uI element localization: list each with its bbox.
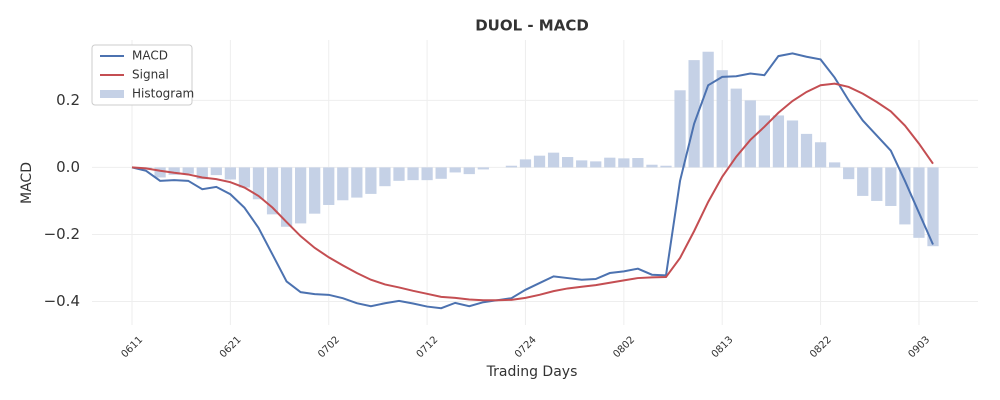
line <box>131 82 934 302</box>
x-tick-label: 0813 <box>710 334 736 360</box>
histogram-bar <box>295 167 307 224</box>
histogram-bar <box>618 158 630 168</box>
histogram-bar <box>210 167 222 176</box>
histogram-bar <box>337 167 349 201</box>
histogram-bar <box>393 167 405 181</box>
histogram-bar <box>744 100 756 168</box>
x-tick-label: 0611 <box>119 334 145 360</box>
histogram-bar <box>379 167 391 187</box>
histogram-bar <box>688 60 700 168</box>
histogram-bar <box>786 120 799 168</box>
x-tick-label: 0724 <box>513 334 539 360</box>
histogram-bar <box>154 167 166 178</box>
histogram-bar <box>562 157 574 168</box>
histogram-bar <box>913 167 925 238</box>
x-tick-label: 0712 <box>415 334 441 360</box>
histogram-bar <box>857 167 869 196</box>
y-axis-label: MACD <box>19 162 35 204</box>
histogram-bar <box>168 167 180 175</box>
histogram-bar <box>702 51 714 168</box>
histogram-bar <box>266 167 279 215</box>
line <box>131 52 934 310</box>
histogram-bar <box>351 167 363 198</box>
legend-label: MACD <box>132 49 168 63</box>
histogram-bar <box>800 133 813 168</box>
histogram-bar <box>365 167 377 194</box>
histogram-bar <box>505 165 518 168</box>
histogram-bar <box>463 167 475 175</box>
y-tick-label: 0.0 <box>56 158 80 176</box>
x-tick-label: 0822 <box>808 334 834 360</box>
x-tick-label: 0621 <box>218 334 244 360</box>
chart-title: DUOL - MACD <box>475 17 589 35</box>
histogram-bar <box>407 167 419 181</box>
histogram-bar <box>885 167 897 206</box>
x-tick-label: 0702 <box>316 334 342 360</box>
histogram-bar <box>871 167 883 201</box>
histogram-bar <box>519 159 532 168</box>
histogram-bar <box>758 115 770 168</box>
histogram-bar <box>421 167 433 181</box>
histogram-bar <box>449 167 461 173</box>
histogram-bar <box>632 158 644 168</box>
x-tick-label: 0903 <box>906 334 932 360</box>
histogram-bar <box>477 167 489 170</box>
histogram-bar <box>660 165 672 168</box>
histogram-bar <box>772 115 785 168</box>
histogram-bar <box>323 167 335 205</box>
legend-label: Histogram <box>132 87 194 101</box>
histogram-bar <box>309 167 321 214</box>
histogram-bar <box>590 161 602 168</box>
histogram-bar <box>604 157 616 168</box>
histogram-bar <box>435 167 447 179</box>
histogram-bar <box>674 90 686 168</box>
histogram-bar <box>730 88 742 168</box>
histogram-bar <box>280 167 293 227</box>
legend-swatch <box>100 90 124 98</box>
y-tick-label: −0.4 <box>44 292 80 310</box>
histogram-bar <box>238 167 251 188</box>
y-tick-label: −0.2 <box>44 225 80 243</box>
x-tick-label: 0802 <box>611 334 637 360</box>
histogram-bar <box>716 70 728 168</box>
histogram-bar <box>814 142 827 168</box>
histogram-bar <box>224 167 236 180</box>
histogram-bar <box>899 167 911 225</box>
legend-label: Signal <box>132 68 169 82</box>
histogram-bar <box>547 152 560 168</box>
histogram-bar <box>182 167 194 174</box>
histogram-bar <box>927 167 939 247</box>
histogram-bar <box>576 160 588 168</box>
y-tick-label: 0.2 <box>56 91 80 109</box>
histogram-bar <box>533 155 546 168</box>
histogram-bar <box>843 167 855 180</box>
histogram-bar <box>252 167 265 200</box>
histogram-bar <box>829 162 841 168</box>
x-axis-label: Trading Days <box>486 364 578 380</box>
histogram-bar <box>196 167 208 180</box>
histogram-bar <box>646 164 658 168</box>
